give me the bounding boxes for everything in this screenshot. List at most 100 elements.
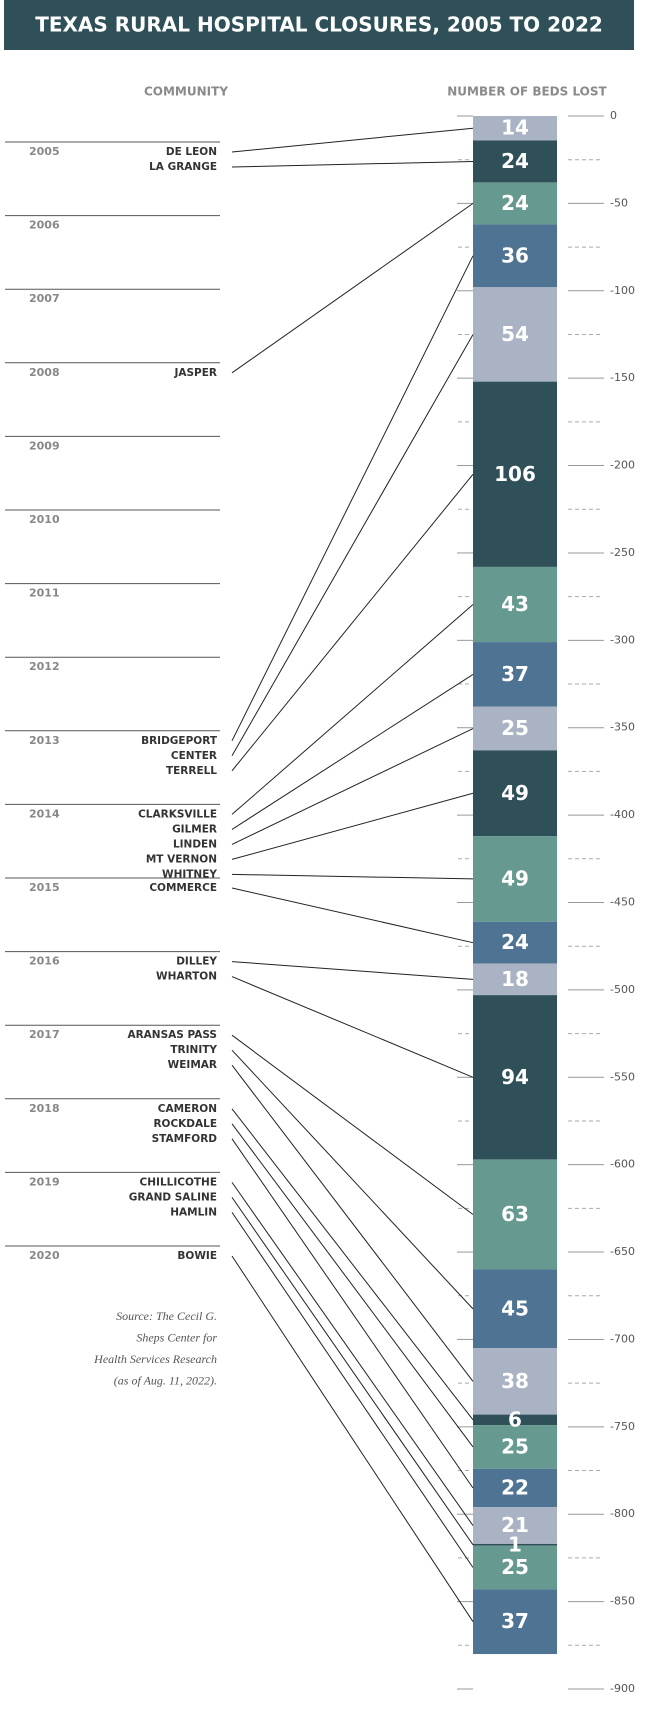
community-label: DE LEON: [166, 146, 217, 158]
bar-segment: [473, 1414, 557, 1426]
community-label: GILMER: [172, 823, 217, 835]
community-label: LINDEN: [173, 838, 217, 850]
segment-label: 24: [501, 149, 529, 173]
year-label: 2009: [29, 439, 60, 452]
bar-segment: [473, 963, 557, 996]
community-label: JASPER: [173, 367, 217, 379]
leader-line: [231, 160, 474, 168]
leader-line: [231, 976, 474, 1078]
leader-line: [231, 1138, 474, 1489]
leader-line: [231, 473, 474, 772]
segment-label: 24: [501, 930, 529, 954]
community-label: WHITNEY: [162, 868, 217, 880]
community-label: BOWIE: [177, 1250, 217, 1262]
y-tick-label: -450: [610, 896, 635, 909]
year-label: 2006: [29, 219, 60, 232]
leader-line: [231, 1197, 474, 1546]
community-label: GRAND SALINE: [129, 1191, 217, 1203]
segment-label: 94: [501, 1065, 529, 1089]
bar-segment: [473, 1348, 557, 1415]
bar-segment: [473, 566, 557, 643]
leader-line: [231, 1212, 474, 1568]
community-label: HAMLIN: [170, 1206, 217, 1218]
segment-label: 54: [501, 322, 529, 346]
leader-line: [231, 334, 474, 757]
leader-line: [231, 1123, 474, 1448]
segment-label: 45: [501, 1296, 529, 1320]
segment-label: 36: [501, 243, 529, 267]
leader-line: [231, 792, 474, 860]
leader-line: [231, 887, 474, 944]
year-label: 2020: [29, 1249, 60, 1262]
segment-label: 22: [501, 1476, 529, 1500]
year-label: 2011: [29, 587, 60, 600]
segment-label: 43: [501, 592, 529, 616]
leader-line: [231, 961, 474, 980]
y-tick-label: -100: [610, 284, 635, 297]
y-tick-label: -250: [610, 546, 635, 559]
leader-line: [231, 127, 474, 153]
bar-segment: [473, 224, 557, 288]
y-tick-label: -50: [610, 196, 628, 209]
segment-label: 14: [501, 116, 529, 140]
community-label: WEIMAR: [168, 1059, 217, 1071]
year-label: 2015: [29, 881, 60, 894]
year-label: 2013: [29, 734, 60, 747]
community-label: STAMFORD: [152, 1133, 218, 1145]
year-label: 2008: [29, 366, 60, 379]
community-label: CENTER: [171, 750, 217, 762]
leader-line: [231, 202, 474, 374]
bar-segment: [473, 116, 557, 141]
segment-label: 24: [501, 191, 529, 215]
bar-segment: [473, 1507, 557, 1544]
leader-line: [231, 604, 474, 815]
segment-label: 49: [501, 781, 529, 805]
segment-label: 6: [508, 1407, 522, 1431]
y-tick-label: -350: [610, 721, 635, 734]
leader-line: [231, 728, 474, 845]
year-label: 2017: [29, 1028, 60, 1041]
y-tick-label: -150: [610, 371, 635, 384]
community-label: WHARTON: [156, 971, 217, 983]
bar-segment: [473, 836, 557, 922]
source-note: (as of Aug. 11, 2022).: [114, 1373, 217, 1387]
leader-line: [231, 673, 474, 830]
y-tick-label: -400: [610, 808, 635, 821]
segment-label: 63: [501, 1202, 529, 1226]
y-tick-label: -500: [610, 983, 635, 996]
leader-line: [231, 873, 474, 880]
segment-label: 37: [501, 662, 529, 686]
year-label: 2019: [29, 1175, 60, 1188]
community-label: TRINITY: [170, 1044, 217, 1056]
leader-line: [231, 1049, 474, 1310]
bar-segment: [473, 995, 557, 1160]
year-label: 2012: [29, 660, 60, 673]
segment-label: 21: [501, 1513, 529, 1537]
year-label: 2018: [29, 1102, 60, 1115]
segment-label: 106: [494, 462, 536, 486]
community-label: COMMERCE: [149, 882, 217, 894]
community-label: LA GRANGE: [149, 161, 217, 173]
y-tick-label: -700: [610, 1332, 635, 1345]
y-tick-label: -800: [610, 1507, 635, 1520]
community-label: BRIDGEPORT: [141, 735, 218, 747]
bar-segment: [473, 381, 557, 567]
y-tick-label: -750: [610, 1420, 635, 1433]
y-tick-label: -550: [610, 1070, 635, 1083]
leader-line: [231, 255, 474, 742]
leader-line: [231, 1064, 474, 1382]
community-label: CAMERON: [158, 1103, 217, 1115]
year-label: 2005: [29, 145, 60, 158]
y-tick-label: -900: [610, 1682, 635, 1695]
segment-label: 38: [501, 1369, 529, 1393]
segment-label: 18: [501, 967, 529, 991]
segment-label: 25: [501, 716, 529, 740]
segment-label: 1: [508, 1532, 522, 1556]
y-tick-label: -650: [610, 1245, 635, 1258]
bar-segment: [473, 1589, 557, 1655]
community-label: CLARKSVILLE: [138, 808, 217, 820]
bar-segment: [473, 140, 557, 183]
bar-segment: [473, 642, 557, 707]
left-header: COMMUNITY: [144, 85, 228, 99]
